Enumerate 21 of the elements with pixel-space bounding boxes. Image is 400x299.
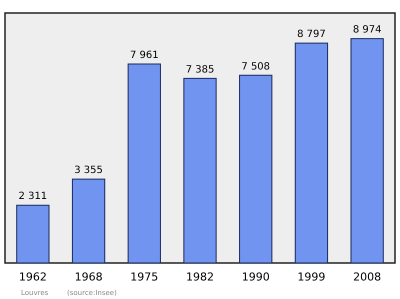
- bar: [183, 78, 217, 264]
- x-tick-label: 1968: [74, 270, 103, 284]
- bar: [294, 42, 328, 264]
- x-tick-label: 2008: [353, 270, 382, 284]
- data-label: 8 974: [352, 24, 382, 36]
- data-label: 7 961: [130, 50, 159, 61]
- data-label: 3 355: [74, 165, 103, 176]
- bar: [239, 74, 272, 264]
- x-tick-label: 1975: [130, 270, 158, 284]
- x-tick-label: 1999: [297, 270, 326, 284]
- data-label: 2 311: [18, 191, 48, 202]
- data-label: 8 797: [297, 29, 326, 40]
- data-label: 7 508: [241, 61, 270, 72]
- x-tick-label: 1962: [18, 270, 47, 284]
- bar: [128, 63, 161, 264]
- bar: [72, 178, 106, 264]
- bar: [350, 38, 384, 264]
- bar: [16, 204, 50, 264]
- x-tick-label: 1982: [186, 270, 214, 284]
- x-tick-label: 1990: [242, 270, 270, 284]
- data-label: 7 385: [186, 64, 214, 76]
